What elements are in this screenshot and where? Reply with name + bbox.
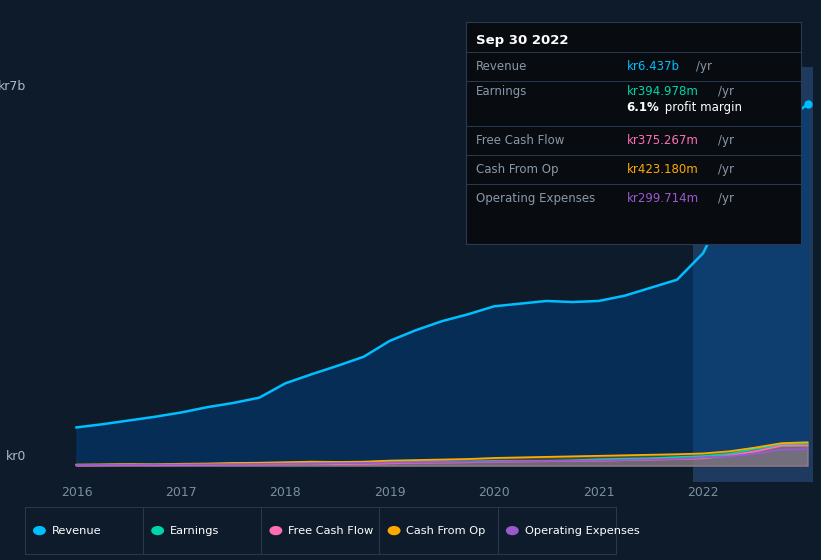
Text: /yr: /yr	[696, 59, 712, 73]
Text: kr423.180m: kr423.180m	[626, 163, 698, 176]
Text: Cash From Op: Cash From Op	[406, 526, 486, 535]
Text: profit margin: profit margin	[661, 101, 742, 114]
Text: Free Cash Flow: Free Cash Flow	[476, 134, 565, 147]
Text: Earnings: Earnings	[476, 85, 528, 99]
Text: Revenue: Revenue	[476, 59, 528, 73]
Text: kr394.978m: kr394.978m	[626, 85, 699, 99]
Text: kr375.267m: kr375.267m	[626, 134, 699, 147]
Text: kr0: kr0	[6, 450, 26, 463]
Text: Cash From Op: Cash From Op	[476, 163, 558, 176]
Text: Operating Expenses: Operating Expenses	[525, 526, 640, 535]
Text: /yr: /yr	[718, 85, 734, 99]
Text: 6.1%: 6.1%	[626, 101, 659, 114]
Text: /yr: /yr	[718, 192, 734, 205]
Text: Revenue: Revenue	[52, 526, 101, 535]
Text: kr299.714m: kr299.714m	[626, 192, 699, 205]
Bar	[693, 67, 813, 482]
Text: /yr: /yr	[718, 163, 734, 176]
Text: Earnings: Earnings	[170, 526, 219, 535]
Text: /yr: /yr	[718, 134, 734, 147]
Text: kr7b: kr7b	[0, 80, 26, 92]
Text: Free Cash Flow: Free Cash Flow	[288, 526, 374, 535]
Text: Operating Expenses: Operating Expenses	[476, 192, 595, 205]
Text: kr6.437b: kr6.437b	[626, 59, 680, 73]
Text: Sep 30 2022: Sep 30 2022	[476, 34, 569, 47]
